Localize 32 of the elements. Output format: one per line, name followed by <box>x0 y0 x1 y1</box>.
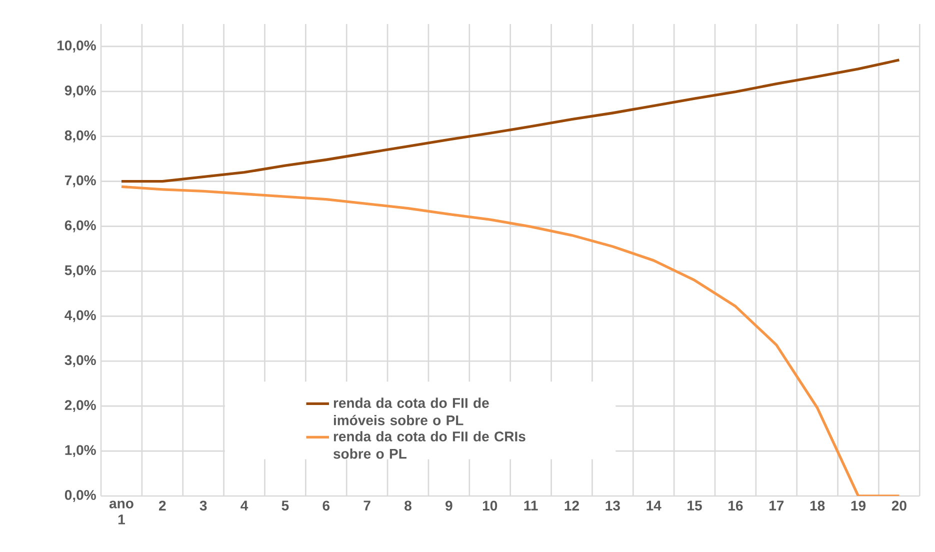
x-tick-label: ano 1 <box>109 500 134 524</box>
x-tick-label: 6 <box>322 500 330 511</box>
y-tick-label: 6,0% <box>64 220 96 232</box>
x-tick-label: 4 <box>240 500 248 510</box>
x-tick-label: 2 <box>158 500 166 510</box>
x-tick-label: 16 <box>728 500 743 511</box>
y-tick-label: 0,0% <box>64 490 96 502</box>
y-tick-label: 1,0% <box>65 445 96 458</box>
y-tick-label: 7,0% <box>64 175 96 188</box>
y-tick-label: 10,0% <box>57 40 96 52</box>
y-tick-label: 8,0% <box>64 130 96 142</box>
legend-label: renda da cota do FII de CRIs sobre o PL <box>334 431 526 459</box>
x-tick-label: 18 <box>810 500 825 511</box>
y-tick-label: 3,0% <box>64 355 96 368</box>
x-tick-label: 11 <box>524 500 538 510</box>
x-tick-label: 14 <box>646 500 662 510</box>
x-tick-label: 9 <box>446 500 452 511</box>
x-tick-label: 17 <box>769 500 784 510</box>
y-tick-label: 4,0% <box>64 310 96 322</box>
x-tick-label: 20 <box>892 500 906 511</box>
x-tick-label: 5 <box>282 500 289 510</box>
x-tick-label: 12 <box>564 500 579 510</box>
x-tick-label: 8 <box>404 500 412 511</box>
y-tick-label: 5,0% <box>64 265 96 278</box>
y-tick-label: 9,0% <box>64 85 96 98</box>
x-tick-label: 15 <box>688 500 702 510</box>
x-tick-label: 19 <box>851 500 866 511</box>
x-tick-label: 3 <box>200 500 207 511</box>
x-tick-label: 10 <box>482 500 498 511</box>
y-tick-label: 2,0% <box>64 400 96 412</box>
x-tick-label: 7 <box>364 500 370 510</box>
x-tick-label: 13 <box>606 500 620 511</box>
